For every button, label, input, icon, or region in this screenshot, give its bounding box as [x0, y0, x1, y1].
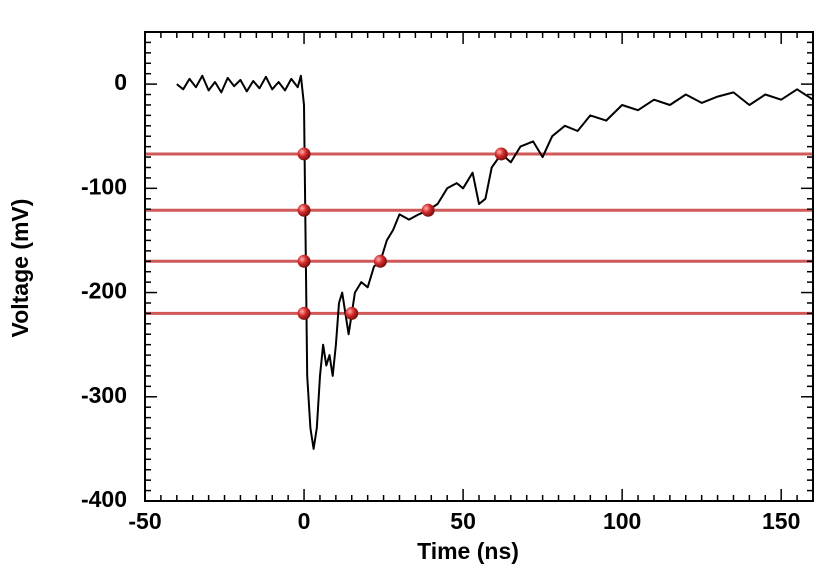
waveform: [176, 74, 814, 450]
y-tick-label: -300: [81, 382, 127, 408]
x-axis-label: Time (ns): [417, 538, 519, 564]
y-tick-label: -400: [81, 486, 127, 512]
x-tick-label: 50: [450, 508, 476, 534]
crossing-point: [345, 306, 359, 320]
x-tick-label: 100: [603, 508, 641, 534]
crossing-point: [421, 203, 435, 217]
crossing-point: [297, 147, 311, 161]
x-tick-label: -50: [128, 508, 161, 534]
y-tick-label: -200: [81, 278, 127, 304]
x-tick-label: 150: [762, 508, 800, 534]
crossing-point: [297, 254, 311, 268]
y-axis-label: Voltage (mV): [7, 199, 33, 338]
y-tick-label: -100: [81, 173, 127, 199]
x-tick-label: 0: [298, 508, 311, 534]
crossing-point: [297, 203, 311, 217]
plot-frame: [144, 31, 814, 502]
crossing-point: [373, 254, 387, 268]
crossing-point: [494, 147, 508, 161]
crossing-point: [297, 306, 311, 320]
y-tick-label: 0: [114, 69, 127, 95]
